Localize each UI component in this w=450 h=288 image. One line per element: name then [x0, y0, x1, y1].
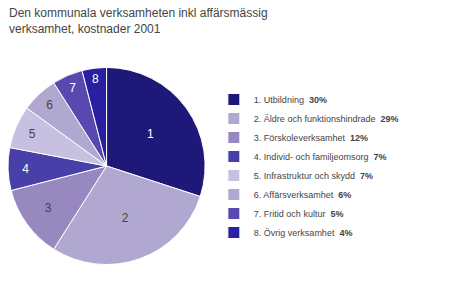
svg-text:Den kommunala verksamheten ink: Den kommunala verksamheten inkl affärsmä…	[9, 6, 268, 36]
svg-text:6. Affärsverksamhet 6%: 6. Affärsverksamhet 6%	[254, 190, 351, 200]
svg-text:1: 1	[147, 127, 154, 141]
svg-text:3. Förskoleverksamhet 12%: 3. Förskoleverksamhet 12%	[254, 133, 368, 143]
svg-text:8. Övrig verksamhet 4%: 8. Övrig verksamhet 4%	[254, 228, 353, 238]
svg-text:2: 2	[122, 211, 129, 225]
svg-text:7: 7	[69, 81, 76, 95]
svg-text:4. Individ- och familjeomsorg: 4. Individ- och familjeomsorg 7%	[254, 152, 387, 162]
svg-text:5. Infrastruktur och skydd 7%: 5. Infrastruktur och skydd 7%	[254, 171, 373, 181]
svg-text:7. Fritid och kultur 5%: 7. Fritid och kultur 5%	[254, 209, 344, 219]
svg-text:8: 8	[92, 72, 99, 86]
svg-text:2. Äldre och funktionshindrade: 2. Äldre och funktionshindrade 29%	[254, 114, 399, 124]
svg-text:5: 5	[29, 127, 36, 141]
svg-text:1. Utbildning 30%: 1. Utbildning 30%	[254, 95, 327, 105]
svg-text:6: 6	[46, 98, 53, 112]
svg-text:3: 3	[45, 201, 52, 215]
svg-text:4: 4	[22, 162, 29, 176]
